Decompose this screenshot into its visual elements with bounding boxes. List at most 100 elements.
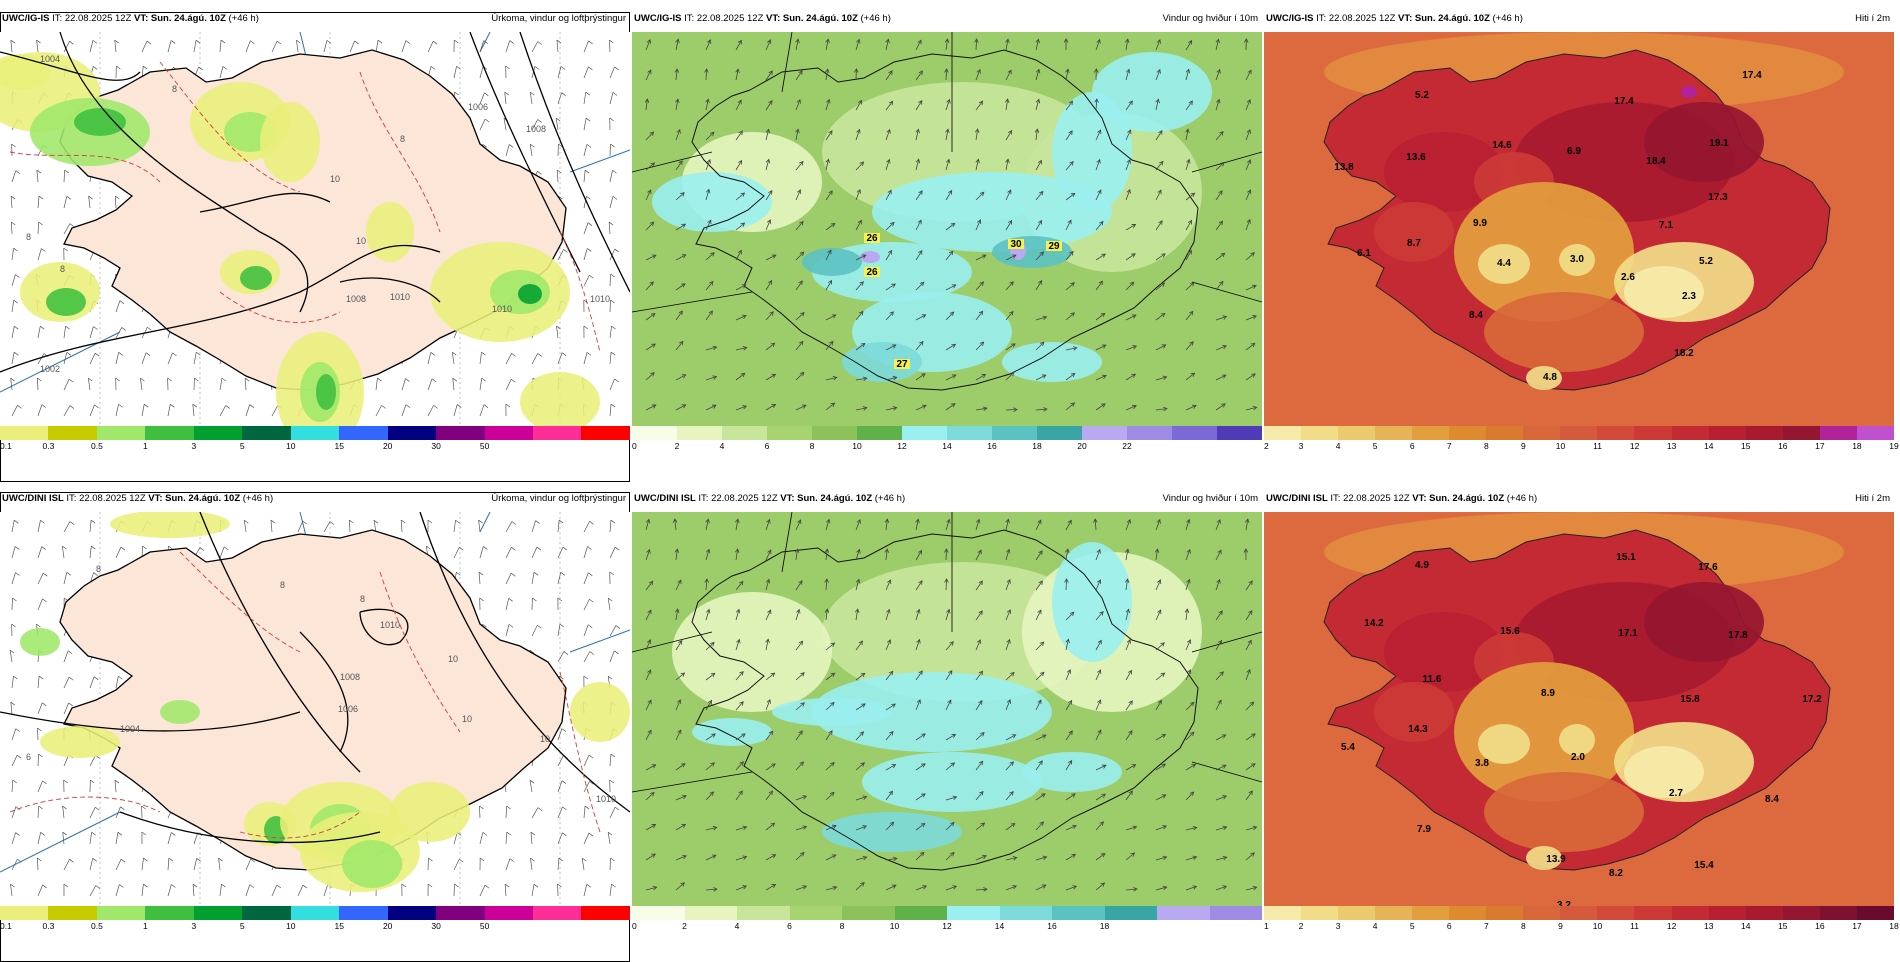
panel-title: Úrkoma, vindur og loftþrýstingur [491, 12, 626, 26]
gust-label: 26 [866, 233, 878, 244]
colorbar-swatch [291, 426, 339, 440]
forecast-panel-2[interactable]: UWC/IG-IS IT: 22.08.2025 12Z VT: Sun. 24… [632, 12, 1262, 482]
colorbar-tick-label: 10 [852, 441, 861, 451]
temperature-label: 17.4 [1742, 70, 1762, 81]
colorbar-swatch [1375, 426, 1412, 440]
colorbar-swatch [1783, 906, 1820, 920]
colorbar-tick-label: 6 [787, 921, 792, 931]
forecast-panel-5[interactable]: UWC/DINI ISL IT: 22.08.2025 12Z VT: Sun.… [632, 492, 1262, 962]
forecast-panel-3[interactable]: UWC/IG-IS IT: 22.08.2025 12Z VT: Sun. 24… [1264, 12, 1894, 482]
colorbar-tick-label: 13 [1704, 921, 1713, 931]
isobar-label: 1008 [346, 294, 366, 304]
colorbar [0, 906, 630, 920]
colorbar-tick-label: 10 [1556, 441, 1565, 451]
wind-speed-area [1092, 52, 1212, 132]
colorbar-swatch [194, 906, 242, 920]
colorbar [632, 906, 1262, 920]
colorbar-swatch [1412, 906, 1449, 920]
panel-header: UWC/IG-IS IT: 22.08.2025 12Z VT: Sun. 24… [634, 12, 1260, 26]
temperature-label: 4.8 [1543, 372, 1557, 383]
precip-area [570, 682, 630, 742]
forecast-map[interactable]: 5.217.417.413.813.614.66.918.419.117.39.… [1264, 32, 1894, 426]
colorbar-tick-label: 18 [1032, 441, 1041, 451]
colorbar-swatch [1449, 906, 1486, 920]
wind-speed-area [992, 236, 1072, 268]
colorbar-swatch [1709, 906, 1746, 920]
forecast-map[interactable] [632, 512, 1262, 906]
lead-time: (+46 h) [875, 493, 905, 504]
colorbar-swatch [1338, 906, 1375, 920]
colorbar-tick-label: 10 [286, 921, 295, 931]
colorbar-tick-label: 30 [431, 921, 440, 931]
colorbar-tick-label: 14 [942, 441, 951, 451]
colorbar-swatch [533, 426, 581, 440]
issue-time: 22.08.2025 12Z [697, 13, 764, 24]
temperature-label: 15.1 [1616, 552, 1636, 563]
colorbar-tick-label: 16 [1778, 441, 1787, 451]
colorbar-tick-label: 15 [334, 441, 343, 451]
colorbar-tick-label: 0.5 [91, 441, 103, 451]
temperature-label: 15.4 [1694, 860, 1714, 871]
colorbar-swatch [1105, 906, 1158, 920]
wind-speed-area [1022, 752, 1122, 792]
colorbar-tick-label: 15 [1778, 921, 1787, 931]
colorbar-tick-label: 6 [765, 441, 770, 451]
colorbar-swatch [1672, 426, 1709, 440]
colorbar-tick-label: 2 [1299, 921, 1304, 931]
temperature-label: 7.1 [1659, 220, 1673, 231]
colorbar-swatch [1746, 906, 1783, 920]
colorbar-swatch [895, 906, 948, 920]
temperature-label: 14.2 [1364, 618, 1384, 629]
wind-speed-area [802, 248, 862, 276]
temperature-label: 2.0 [1571, 752, 1585, 763]
colorbar-tick-label: 16 [987, 441, 996, 451]
colorbar-tick-label: 11 [1593, 441, 1602, 451]
colorbar-tick-label: 13 [1667, 441, 1676, 451]
colorbar-tick-label: 9 [1521, 441, 1526, 451]
colorbar-swatch [1486, 426, 1523, 440]
colorbar-swatch [1634, 426, 1671, 440]
temperature-label: 8.9 [1541, 688, 1555, 699]
isobar-label: 1008 [340, 672, 360, 682]
colorbar-swatch [339, 426, 387, 440]
colorbar-swatch [1634, 906, 1671, 920]
valid-time: Sun. 24.ágú. 10Z [783, 13, 858, 24]
temperature-label: 5.2 [1415, 90, 1429, 101]
colorbar-tick-label: 1 [1264, 921, 1269, 931]
panel-title: Vindur og hviður í 10m [1163, 492, 1258, 506]
valid-label: VT: [766, 13, 780, 24]
precip-area [342, 840, 402, 888]
colorbar-swatch [1560, 906, 1597, 920]
isobar-label: 8 [26, 232, 31, 242]
valid-time: Sun. 24.ágú. 10Z [151, 13, 226, 24]
colorbar-swatch [1052, 906, 1105, 920]
lead-time: (+46 h) [861, 13, 891, 24]
isobar-label: 1010 [596, 794, 616, 804]
colorbar-swatch [97, 426, 145, 440]
forecast-panel-1[interactable]: UWC/IG-IS IT: 22.08.2025 12Z VT: Sun. 24… [0, 12, 630, 482]
wind-speed-area [652, 172, 772, 232]
colorbar-tick-label: 0.1 [0, 921, 12, 931]
colorbar-swatch [242, 906, 290, 920]
colorbar-tick-label: 3 [1336, 921, 1341, 931]
isobar-label: 1006 [468, 102, 488, 112]
temperature-label: 5.4 [1341, 742, 1355, 753]
colorbar-tick-label: 10 [1593, 921, 1602, 931]
temperature-label: 17.3 [1708, 192, 1728, 203]
valid-label: VT: [148, 493, 162, 504]
colorbar-tick-label: 0.3 [43, 441, 55, 451]
temperature-label: 17.6 [1698, 562, 1718, 573]
colorbar-tick-label: 18 [1852, 441, 1861, 451]
colorbar-swatch [1486, 906, 1523, 920]
forecast-panel-6[interactable]: UWC/DINI ISL IT: 22.08.2025 12Z VT: Sun.… [1264, 492, 1894, 962]
valid-time: Sun. 24.ágú. 10Z [797, 493, 872, 504]
colorbar-swatch [1412, 426, 1449, 440]
forecast-panel-4[interactable]: UWC/DINI ISL IT: 22.08.2025 12Z VT: Sun.… [0, 492, 630, 962]
